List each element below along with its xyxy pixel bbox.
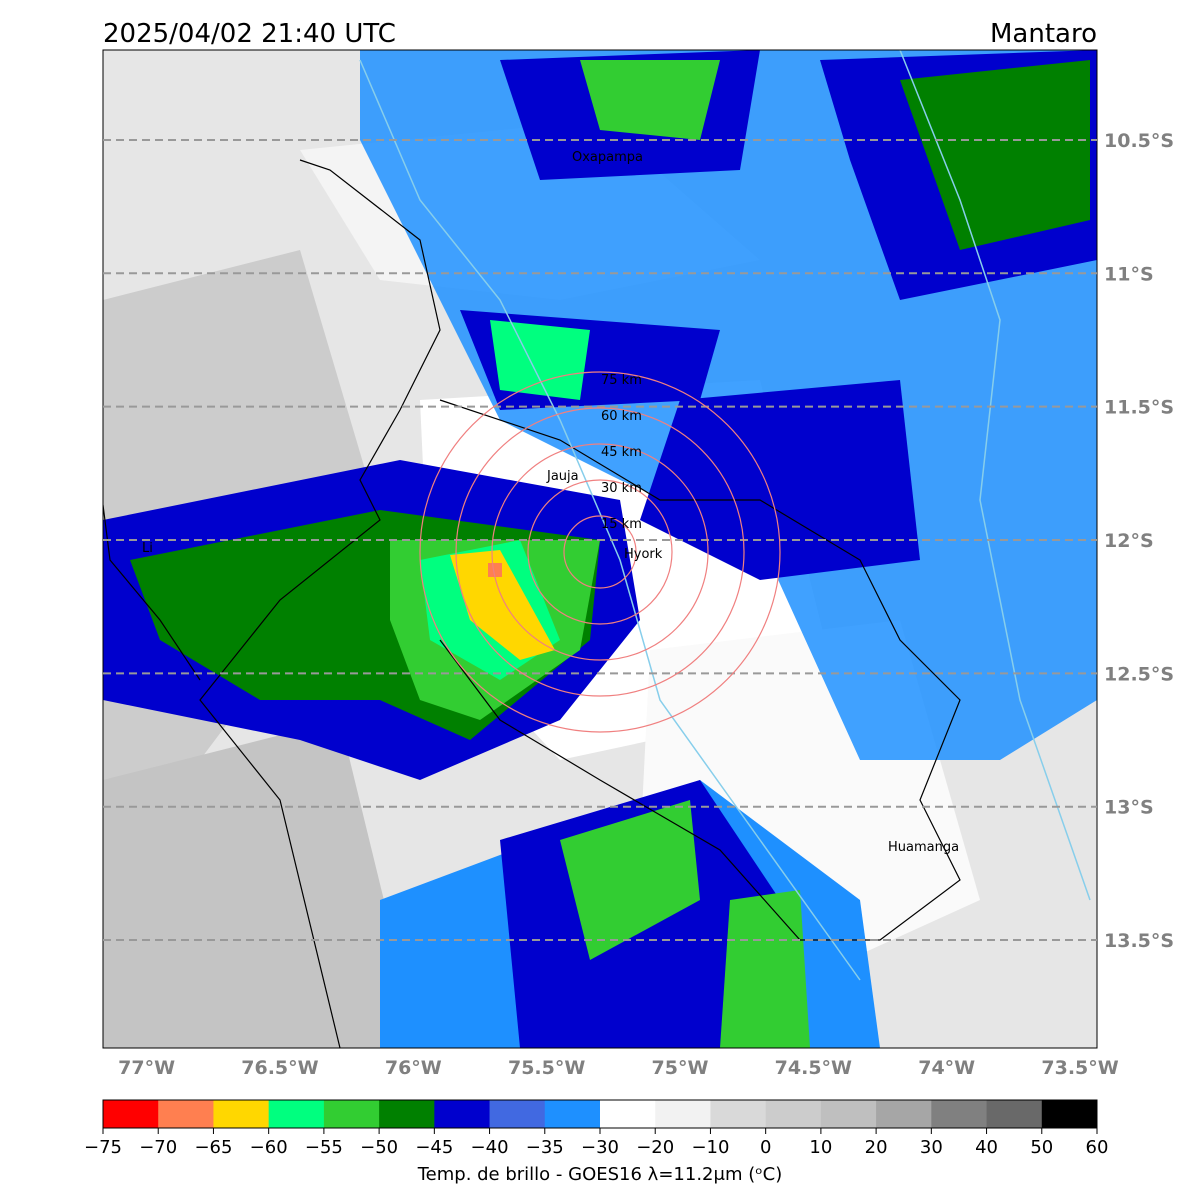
colorbar-tick-label: −45 (415, 1137, 453, 1158)
region-name: Mantaro (990, 19, 1097, 49)
map-frame (102, 49, 1098, 1049)
colorbar-swatch (931, 1100, 988, 1128)
city-label: Jauja (546, 469, 579, 484)
lat-label: 10.5°S (1104, 130, 1174, 152)
colorbar-tick-label: 0 (760, 1137, 771, 1158)
colorbar-swatch (710, 1100, 767, 1128)
colorbar-tick-label: 60 (1086, 1137, 1109, 1158)
colorbar-swatch (213, 1100, 270, 1128)
lat-label: 13.5°S (1104, 930, 1174, 952)
lon-label: 75.5°W (508, 1057, 585, 1079)
colorbar-swatch (489, 1100, 546, 1128)
colorbar-tick-label: −55 (305, 1137, 343, 1158)
colorbar-tick-label: −40 (471, 1137, 509, 1158)
title: 2025/04/02 21:40 UTC (103, 19, 396, 49)
colorbar-swatch (268, 1100, 325, 1128)
colorbar-swatch (986, 1100, 1043, 1128)
ring-label: 60 km (601, 409, 642, 424)
colorbar-swatch (876, 1100, 932, 1128)
lat-label: 12°S (1104, 530, 1154, 552)
colorbar-tick-label: −10 (691, 1137, 729, 1158)
lon-label: 73.5°W (1041, 1057, 1118, 1079)
city-label: Hyork (624, 547, 663, 562)
colorbar-tick-label: −50 (360, 1137, 398, 1158)
colorbar-swatch (544, 1100, 601, 1128)
lon-label: 74.5°W (775, 1057, 852, 1079)
colorbar-swatch (820, 1100, 877, 1128)
colorbar-swatch (323, 1100, 380, 1128)
colorbar-tick-label: −65 (194, 1137, 232, 1158)
city-label: Huamanga (888, 840, 959, 855)
colorbar-swatch (600, 1100, 656, 1128)
ring-label: 30 km (601, 481, 642, 496)
colorbar-swatch (158, 1100, 214, 1128)
colorbar-tick-label: 10 (809, 1137, 832, 1158)
colorbar-swatch (1041, 1100, 1098, 1128)
range-ring (563, 515, 637, 589)
colorbar-tick-label: −20 (636, 1137, 674, 1158)
lat-label: 11.5°S (1104, 397, 1174, 419)
colorbar-swatch (655, 1100, 711, 1128)
ring-label: 45 km (601, 445, 642, 460)
lat-label: 11°S (1104, 263, 1154, 285)
colorbar-swatch (103, 1100, 159, 1128)
colorbar-tick-label: 30 (920, 1137, 943, 1158)
city-label: Li (142, 541, 153, 556)
colorbar-swatch (379, 1100, 435, 1128)
colorbar-tick-label: 50 (1030, 1137, 1053, 1158)
ring-label: 75 km (601, 373, 642, 388)
range-ring (455, 407, 745, 697)
lon-label: 77°W (118, 1057, 175, 1079)
lon-label: 76.5°W (241, 1057, 318, 1079)
colorbar-tick-label: −75 (84, 1137, 122, 1158)
colorbar-label: Temp. de brillo - GOES16 λ=11.2μm (ᵒC) (417, 1164, 783, 1185)
range-ring (491, 443, 709, 661)
satellite-image (103, 50, 1097, 1048)
city-label: Oxapampa (572, 150, 643, 165)
lon-label: 75°W (652, 1057, 709, 1079)
colorbar-tick-label: −35 (526, 1137, 564, 1158)
colorbar-swatch (434, 1100, 491, 1128)
colorbar-tick-label: −30 (581, 1137, 619, 1158)
colorbar-tick-label: 40 (975, 1137, 998, 1158)
lat-label: 13°S (1104, 797, 1154, 819)
ring-label: 15 km (601, 517, 642, 532)
lat-label: 12.5°S (1104, 663, 1174, 685)
colorbar-tick-label: −60 (250, 1137, 288, 1158)
colorbar-tick-label: −70 (139, 1137, 177, 1158)
range-ring (419, 371, 781, 733)
lon-label: 76°W (385, 1057, 442, 1079)
lon-label: 74°W (918, 1057, 975, 1079)
range-ring (527, 479, 673, 625)
colorbar-tick-label: 20 (865, 1137, 888, 1158)
colorbar-swatch (765, 1100, 822, 1128)
